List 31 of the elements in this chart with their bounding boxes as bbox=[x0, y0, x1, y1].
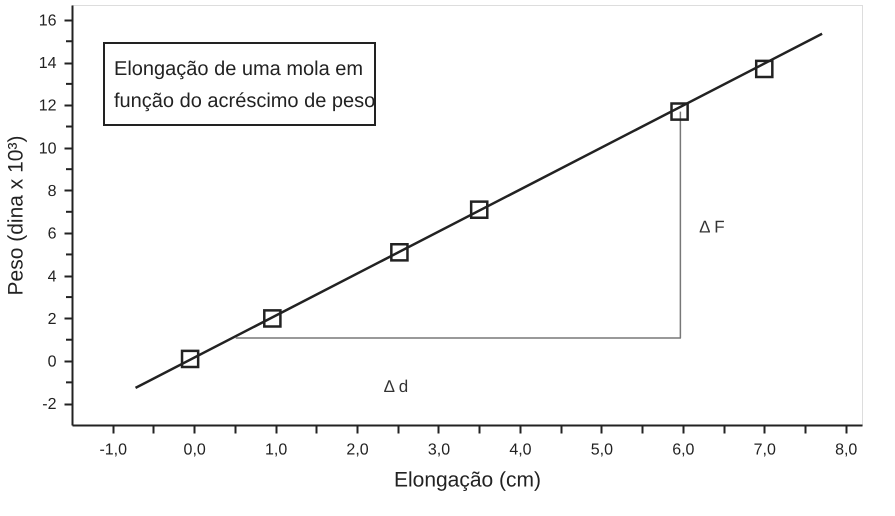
y-tick-label: 0 bbox=[48, 354, 57, 371]
x-axis-title: Elongação (cm) bbox=[394, 468, 542, 492]
annotation: Δ d bbox=[384, 377, 408, 396]
point bbox=[390, 243, 409, 262]
x-tick-label: 1,0 bbox=[264, 442, 288, 458]
point bbox=[754, 60, 774, 78]
x-tick-label: 8,0 bbox=[835, 442, 858, 458]
y-tick-label: 12 bbox=[38, 98, 57, 115]
y-tick-label: -2 bbox=[42, 396, 57, 414]
y-tick-label: 2 bbox=[48, 310, 57, 328]
y-tick-label: 10 bbox=[38, 140, 57, 158]
x-tick-label: 7,0 bbox=[754, 442, 776, 458]
y-tick-label: 14 bbox=[38, 55, 57, 72]
x-tick-label: 6,0 bbox=[672, 442, 695, 458]
y-tick-label: 8 bbox=[48, 182, 57, 200]
x-tick-label: 4,0 bbox=[509, 442, 532, 458]
x-tick-label: 3,0 bbox=[428, 442, 450, 458]
point bbox=[180, 350, 200, 368]
text: Elongação de uma mola em função do acréscimo de peso bbox=[114, 58, 376, 112]
point bbox=[670, 102, 689, 121]
x-tick-label: 0,0 bbox=[184, 442, 206, 458]
x-tick-label: 2,0 bbox=[346, 442, 369, 458]
point bbox=[263, 309, 282, 328]
annotation: Δ F bbox=[699, 218, 725, 237]
y-tick-label: 16 bbox=[38, 12, 57, 30]
y-axis-title: Peso (dina x 10³) bbox=[4, 136, 28, 296]
x-tick-label: -1,0 bbox=[99, 442, 128, 458]
y-tick-label: 6 bbox=[48, 226, 57, 243]
x-tick-label: 5,0 bbox=[590, 442, 614, 458]
point bbox=[470, 200, 489, 219]
y-tick-label: 4 bbox=[48, 268, 57, 286]
